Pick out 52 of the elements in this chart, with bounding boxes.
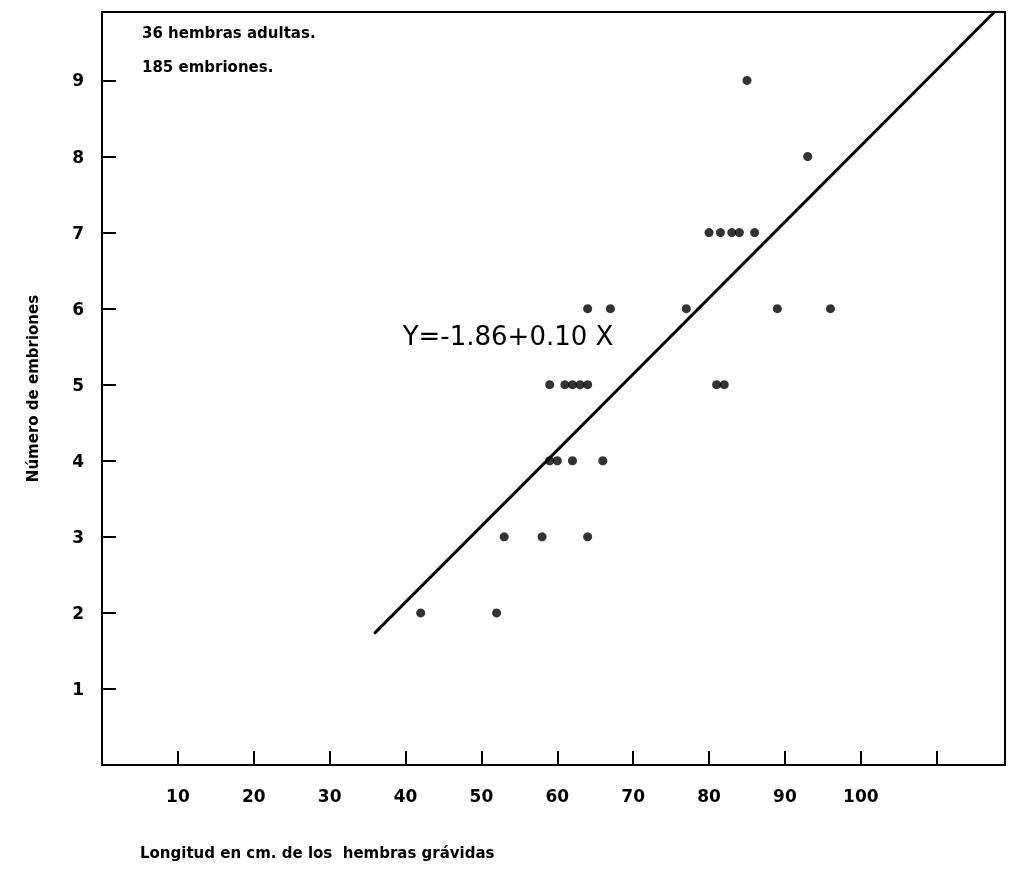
point: [552, 456, 562, 466]
y-tick-label: 4: [72, 450, 85, 471]
point: [772, 304, 782, 314]
x-tick-label: 10: [166, 785, 190, 806]
x-tick-label: 90: [773, 785, 797, 806]
point: [598, 456, 608, 466]
annotation: 185 embriones.: [142, 57, 274, 76]
y-axis-title: Número de embriones: [23, 294, 42, 483]
point: [681, 304, 691, 314]
x-axis-title: Longitud en cm. de los hembras grávidas: [140, 843, 495, 862]
point: [583, 304, 593, 314]
point: [416, 608, 426, 618]
y-tick-label: 5: [72, 374, 84, 395]
y-tick-label: 7: [72, 222, 84, 243]
x-tick-label: 50: [469, 785, 494, 806]
point: [583, 532, 593, 542]
y-tick-label: 9: [72, 70, 84, 91]
point: [492, 608, 502, 618]
y-tick-label: 1: [72, 678, 84, 699]
x-tick-label: 60: [545, 785, 570, 806]
point: [734, 228, 744, 238]
point: [545, 380, 555, 390]
y-tick-label: 8: [72, 146, 84, 167]
point: [537, 532, 547, 542]
y-tick-label: 2: [72, 602, 84, 623]
point: [719, 380, 729, 390]
point: [825, 304, 835, 314]
annotation: Y=-1.86+0.10 X: [401, 321, 614, 351]
x-tick-label: 70: [621, 785, 646, 806]
point: [727, 228, 737, 238]
x-tick-label: 80: [697, 785, 722, 806]
y-tick-label: 6: [72, 298, 84, 319]
point: [567, 456, 577, 466]
point: [560, 380, 570, 390]
point: [803, 152, 813, 162]
point: [704, 228, 714, 238]
point: [575, 380, 585, 390]
point: [499, 532, 509, 542]
y-tick-label: 3: [72, 526, 84, 547]
point: [715, 228, 725, 238]
point: [545, 456, 555, 466]
point: [583, 380, 593, 390]
annotation: 36 hembras adultas.: [142, 23, 316, 42]
point: [605, 304, 615, 314]
x-tick-label: 30: [317, 785, 342, 806]
point: [750, 228, 760, 238]
x-tick-label: 40: [393, 785, 418, 806]
point: [742, 75, 752, 85]
point: [567, 380, 577, 390]
x-tick-label: 20: [241, 785, 266, 806]
point: [712, 380, 722, 390]
x-tick-label: 100: [843, 785, 879, 806]
